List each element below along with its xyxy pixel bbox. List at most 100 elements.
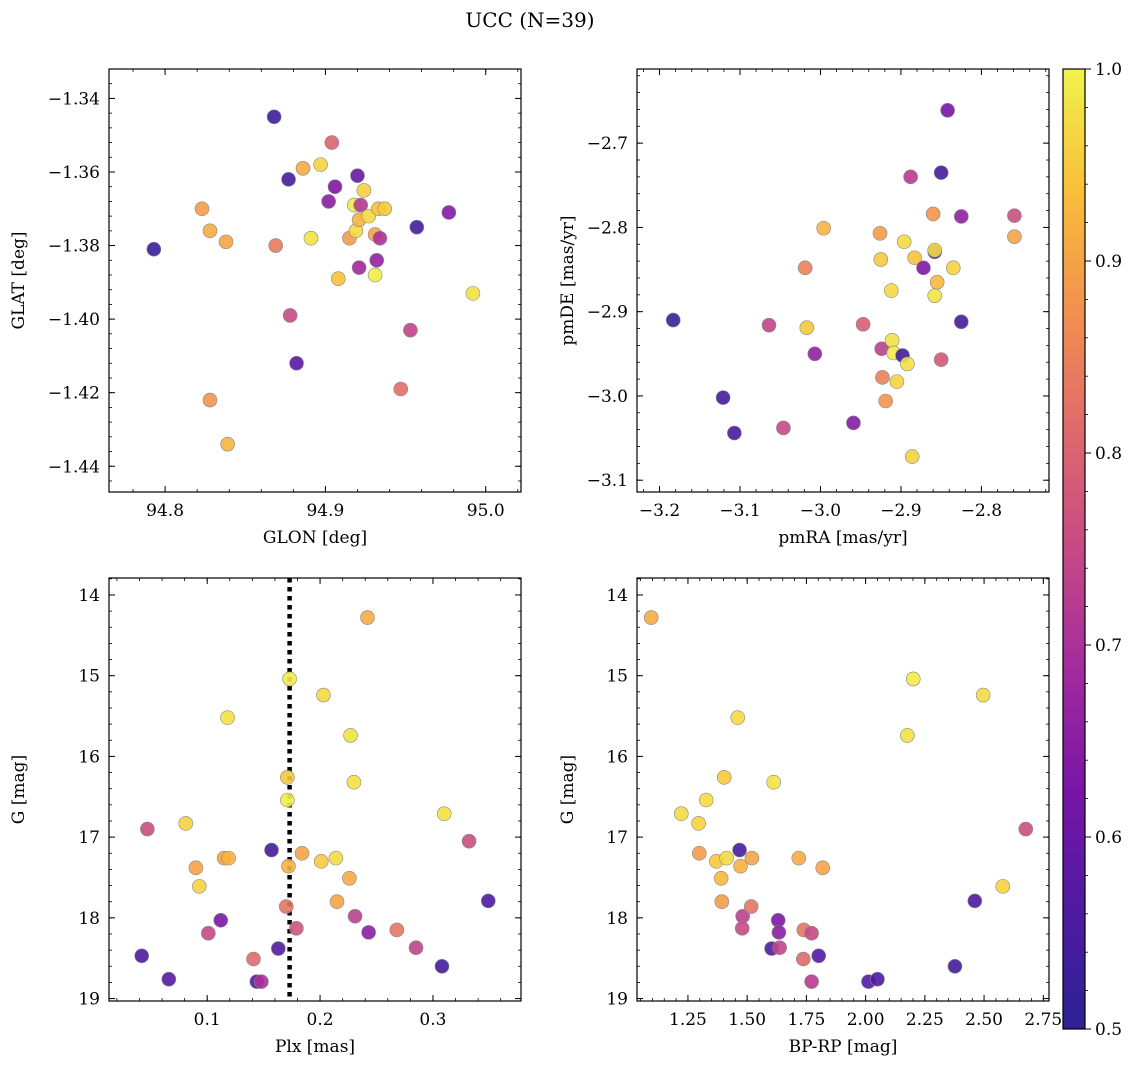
scatter-point: [967, 893, 983, 909]
scatter-point: [796, 951, 811, 967]
colorbar-tick-label: 0.9: [1095, 252, 1122, 272]
y-tick-label: 18: [606, 909, 628, 929]
x-tick-label: 0.2: [307, 1010, 334, 1030]
scatter-point: [178, 816, 194, 831]
x-tick-label: −3.2: [639, 501, 680, 521]
scatter-point: [161, 971, 177, 987]
scatter-point: [246, 951, 261, 967]
scatter-point: [947, 958, 963, 974]
x-tick-label: 1.75: [787, 1010, 825, 1030]
y-tick-label: 16: [78, 747, 100, 767]
scatter-point: [202, 223, 218, 239]
scatter-point: [303, 230, 319, 246]
panel-pmra-pmde: −3.2 −3.1 −3.0 −2.9 −2.8 −2.7 −2.8 −2.9 −3.0 −3.1…: [558, 68, 1050, 548]
axes-frame: [108, 68, 522, 493]
scatter-point: [202, 392, 218, 408]
y-axis-label: pmDE [mas/yr]: [558, 215, 578, 345]
scatter-point: [953, 209, 969, 224]
scatter-point: [929, 274, 945, 290]
scatter-point: [271, 941, 286, 956]
scatter-point: [925, 206, 941, 222]
scatter-point: [907, 250, 922, 266]
y-tick-label: −2.9: [587, 303, 628, 323]
scatter-point: [870, 971, 885, 987]
y-axis-label: G [mag]: [9, 755, 29, 824]
scatter-point: [771, 925, 787, 940]
scatter-point: [289, 355, 304, 371]
scatter-point: [372, 230, 388, 246]
scatter-point: [714, 894, 730, 910]
scatter-point: [220, 436, 235, 452]
scatter-point: [811, 948, 827, 964]
scatter-point: [933, 165, 949, 180]
scatter-point: [1007, 208, 1022, 223]
x-axis-label: GLON [deg]: [263, 528, 367, 548]
scatter-point: [350, 168, 365, 183]
y-tick-label: 17: [78, 828, 100, 848]
scatter-point: [643, 610, 659, 625]
colorbar-tick-label: 0.5: [1095, 1020, 1122, 1040]
scatter-point: [367, 267, 383, 283]
scatter-point: [266, 109, 282, 125]
x-axis-label: Plx [mas]: [275, 1037, 355, 1057]
scatter-point: [343, 728, 358, 743]
x-tick-label: 1.25: [669, 1010, 707, 1030]
scatter-point: [289, 921, 304, 936]
y-tick-label: 17: [606, 828, 628, 848]
scatter-point: [369, 252, 385, 268]
scatter-point: [295, 161, 311, 176]
scatter-point: [791, 850, 807, 866]
panel-plx-g: 0.1 0.2 0.3 14 15 16 17 18 19 Plx [mas] G [mag]: [9, 577, 522, 1057]
x-tick-label: 2.25: [906, 1010, 944, 1030]
scatter-point: [361, 925, 376, 940]
scatter-point: [342, 870, 357, 886]
scatter-point: [816, 220, 831, 236]
x-tick-label: −3.1: [719, 501, 760, 521]
scatter-point: [377, 201, 393, 217]
scatter-point: [327, 179, 343, 194]
scatter-point: [873, 252, 889, 267]
scatter-point: [280, 770, 295, 785]
scatter-point: [281, 858, 296, 874]
y-tick-label: 14: [606, 586, 628, 606]
scatter-point: [815, 860, 831, 876]
scatter-point: [730, 710, 745, 725]
scatter-point: [716, 770, 732, 785]
x-tick-label: 0.1: [194, 1010, 221, 1030]
scatter-point: [360, 610, 375, 625]
scatter-point: [316, 687, 331, 703]
scatter-point: [254, 974, 269, 989]
scatter-point: [933, 352, 949, 368]
colorbar-gradient: [1062, 68, 1086, 1030]
scatter-point: [194, 201, 210, 217]
scatter-point: [761, 317, 777, 333]
scatter-point: [409, 219, 425, 235]
y-tick-label: −3.1: [587, 471, 628, 491]
x-tick-label: −2.8: [961, 501, 1002, 521]
axes-frame: [636, 68, 1050, 493]
y-tick-label: −1.38: [48, 237, 100, 257]
scatter-point: [872, 226, 888, 241]
scatter-point: [875, 370, 890, 385]
scatter-point: [346, 774, 362, 790]
y-tick-label: −1.44: [48, 457, 100, 477]
scatter-point: [313, 854, 329, 869]
scatter-point: [356, 183, 372, 198]
y-tick-label: −1.42: [48, 384, 100, 404]
scatter-point: [403, 322, 418, 338]
scatter-point: [389, 922, 405, 938]
y-axis-label: G [mag]: [558, 755, 578, 824]
scatter-point: [766, 774, 782, 790]
y-tick-label: 19: [78, 990, 100, 1010]
scatter-point: [884, 333, 900, 348]
scatter-point: [665, 312, 681, 328]
scatter-point: [221, 850, 236, 866]
scatter-point: [719, 850, 734, 866]
colorbar-tick-label: 0.6: [1095, 828, 1122, 848]
scatter-point: [282, 671, 297, 687]
scatter-point: [975, 687, 991, 703]
scatter-point: [776, 420, 791, 436]
scatter-point: [408, 940, 424, 956]
scatter-point: [213, 912, 229, 928]
